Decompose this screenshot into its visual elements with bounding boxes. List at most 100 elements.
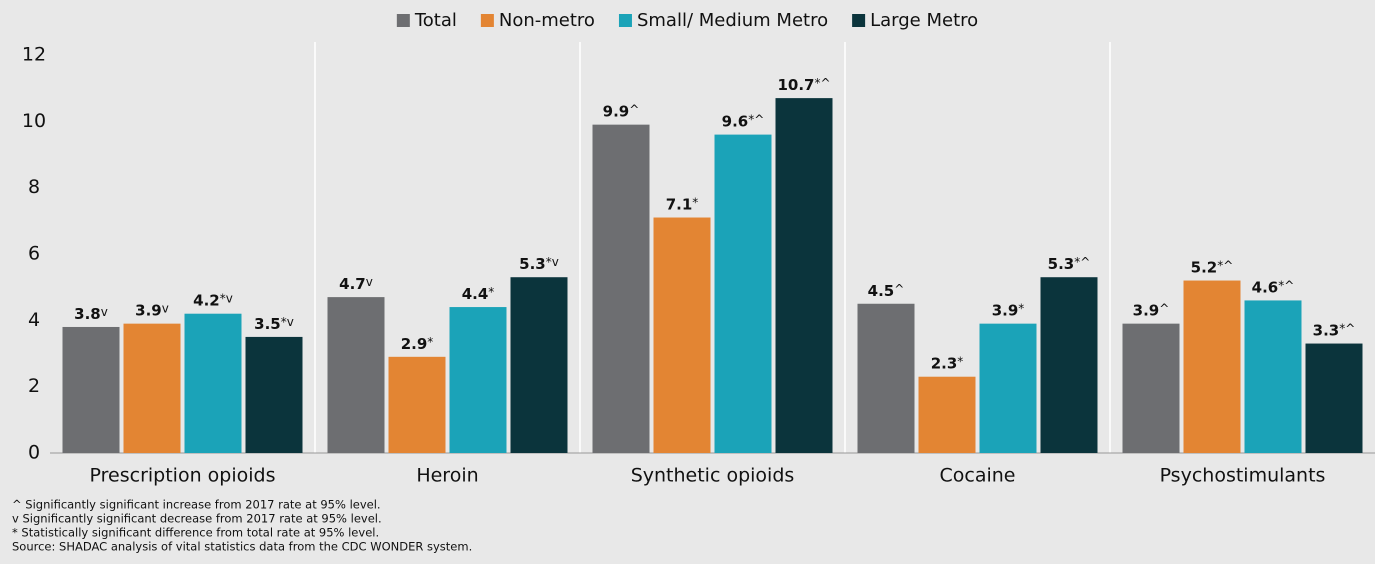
legend-swatch bbox=[480, 14, 494, 27]
data-label-number: 3.8 bbox=[74, 304, 101, 322]
data-label: 9.9^ bbox=[603, 102, 640, 120]
data-label-number: 4.7 bbox=[339, 275, 366, 293]
data-label: 3.9* bbox=[992, 301, 1025, 319]
data-label-number: 4.2 bbox=[193, 291, 220, 309]
bar bbox=[918, 376, 976, 453]
data-label-marker: v bbox=[162, 301, 169, 315]
x-tick-label: Heroin bbox=[416, 465, 478, 487]
data-label-number: 2.3 bbox=[931, 354, 958, 372]
data-label-number: 10.7 bbox=[777, 76, 814, 94]
y-tick-label: 2 bbox=[28, 375, 40, 397]
bar bbox=[1122, 323, 1180, 453]
data-label-number: 9.6 bbox=[722, 112, 749, 130]
data-label-number: 3.9 bbox=[135, 301, 162, 319]
y-tick-label: 4 bbox=[28, 309, 40, 331]
legend-swatch bbox=[396, 14, 410, 27]
bar bbox=[1040, 277, 1098, 453]
data-label-marker: ^ bbox=[1159, 301, 1169, 315]
bar bbox=[184, 313, 242, 453]
data-label-marker: * bbox=[692, 195, 698, 209]
legend-label: Non-metro bbox=[499, 10, 595, 31]
y-tick-label: 8 bbox=[28, 176, 40, 198]
data-label: 3.3*^ bbox=[1313, 321, 1356, 339]
bar bbox=[1305, 343, 1363, 453]
data-label: 10.7*^ bbox=[777, 76, 830, 94]
data-label-marker: *^ bbox=[1074, 255, 1090, 269]
x-tick-label: Synthetic opioids bbox=[631, 465, 795, 487]
data-label-marker: *v bbox=[220, 291, 233, 305]
bar bbox=[714, 134, 772, 453]
data-label-marker: * bbox=[427, 334, 433, 348]
y-tick-label: 10 bbox=[22, 110, 46, 132]
data-label: 3.9^ bbox=[1133, 301, 1170, 319]
legend-item: Total bbox=[396, 10, 457, 31]
legend-label: Large Metro bbox=[870, 10, 978, 31]
data-label-marker: v bbox=[101, 304, 108, 318]
data-label-marker: *v bbox=[546, 255, 559, 269]
legend-swatch bbox=[852, 14, 866, 27]
x-tick-label: Psychostimulants bbox=[1160, 465, 1326, 487]
data-label-number: 9.9 bbox=[603, 102, 630, 120]
data-label-number: 5.2 bbox=[1191, 258, 1218, 276]
data-label-marker: *^ bbox=[748, 112, 764, 126]
bar bbox=[775, 98, 833, 453]
footnote: ^ Significantly significant increase fro… bbox=[12, 498, 381, 512]
data-label-number: 5.3 bbox=[519, 255, 546, 273]
data-label-number: 4.5 bbox=[868, 281, 895, 299]
data-label-number: 3.9 bbox=[1133, 301, 1160, 319]
data-label-marker: * bbox=[1018, 301, 1024, 315]
y-tick-label: 0 bbox=[28, 442, 40, 464]
data-label: 9.6*^ bbox=[722, 112, 765, 130]
data-label-marker: *^ bbox=[1339, 321, 1355, 335]
data-label: 4.6*^ bbox=[1252, 278, 1295, 296]
bar bbox=[449, 307, 507, 453]
data-label: 3.5*v bbox=[254, 314, 294, 332]
data-label-number: 7.1 bbox=[666, 195, 693, 213]
data-label-marker: *^ bbox=[814, 76, 830, 90]
bar bbox=[857, 303, 915, 453]
bar bbox=[653, 217, 711, 453]
bar bbox=[245, 336, 303, 453]
data-label: 5.3*v bbox=[519, 255, 559, 273]
data-label-number: 4.4 bbox=[462, 285, 489, 303]
x-tick-label: Prescription opioids bbox=[90, 465, 276, 487]
bar bbox=[592, 124, 650, 454]
bar bbox=[123, 323, 181, 453]
bar bbox=[327, 297, 385, 453]
legend-swatch bbox=[618, 14, 632, 27]
data-label-marker: *^ bbox=[1278, 278, 1294, 292]
data-label-number: 3.9 bbox=[992, 301, 1019, 319]
data-label-marker: ^ bbox=[629, 102, 639, 116]
data-label: 7.1* bbox=[666, 195, 699, 213]
x-tick-label: Cocaine bbox=[940, 465, 1016, 487]
y-tick-label: 12 bbox=[22, 44, 46, 66]
data-label-marker: *v bbox=[281, 314, 294, 328]
bar bbox=[1183, 280, 1241, 453]
legend-item: Non-metro bbox=[480, 10, 595, 31]
data-label: 2.3* bbox=[931, 354, 964, 372]
bar bbox=[979, 323, 1037, 453]
data-label-marker: ^ bbox=[894, 281, 904, 295]
data-label: 5.2*^ bbox=[1191, 258, 1234, 276]
legend-item: Small/ Medium Metro bbox=[618, 10, 828, 31]
bar bbox=[1244, 300, 1302, 453]
legend-label: Total bbox=[414, 10, 457, 31]
data-label-number: 5.3 bbox=[1048, 255, 1075, 273]
footnote: Source: SHADAC analysis of vital statist… bbox=[12, 540, 472, 554]
data-label-marker: * bbox=[957, 354, 963, 368]
data-label-marker: * bbox=[488, 285, 494, 299]
data-label-number: 3.5 bbox=[254, 314, 281, 332]
data-label-marker: *^ bbox=[1217, 258, 1233, 272]
data-label: 2.9* bbox=[401, 334, 434, 352]
data-label-number: 4.6 bbox=[1252, 278, 1279, 296]
data-label: 3.8v bbox=[74, 304, 108, 322]
legend-label: Small/ Medium Metro bbox=[637, 10, 828, 31]
y-tick-label: 6 bbox=[28, 243, 40, 265]
bar bbox=[510, 277, 568, 453]
data-label-number: 3.3 bbox=[1313, 321, 1340, 339]
legend-item: Large Metro bbox=[852, 10, 978, 31]
data-label: 4.5^ bbox=[868, 281, 905, 299]
footnote: * Statistically significant difference f… bbox=[12, 526, 379, 540]
data-label: 4.4* bbox=[462, 285, 495, 303]
